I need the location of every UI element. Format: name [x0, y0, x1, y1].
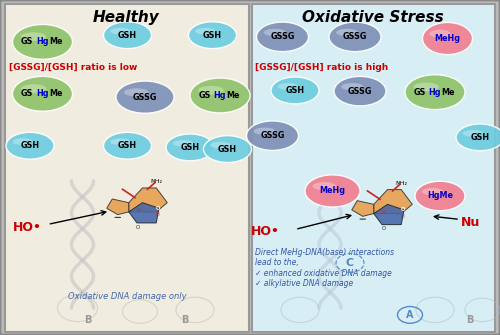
- Polygon shape: [374, 204, 404, 224]
- Text: O: O: [400, 207, 405, 212]
- Text: H: H: [382, 210, 385, 215]
- Text: H: H: [136, 208, 140, 213]
- Text: A: A: [406, 310, 414, 320]
- Text: GSH: GSH: [203, 31, 222, 40]
- Ellipse shape: [198, 86, 224, 94]
- Ellipse shape: [329, 22, 381, 52]
- Ellipse shape: [341, 83, 363, 90]
- Polygon shape: [374, 190, 412, 214]
- Text: O: O: [156, 206, 160, 211]
- Text: HO•: HO•: [250, 225, 280, 238]
- Text: GSSG: GSSG: [260, 131, 284, 140]
- Text: HgMe: HgMe: [427, 192, 453, 200]
- Ellipse shape: [110, 28, 130, 35]
- Text: Oxidative DNA damage only: Oxidative DNA damage only: [68, 292, 187, 301]
- Text: Hg: Hg: [36, 89, 48, 98]
- Text: B: B: [466, 315, 473, 325]
- Ellipse shape: [413, 82, 439, 91]
- Text: C: C: [346, 258, 354, 268]
- Text: GSH: GSH: [470, 133, 490, 142]
- Text: NH₂: NH₂: [150, 179, 162, 184]
- Text: HO•: HO•: [13, 221, 42, 234]
- Ellipse shape: [334, 76, 386, 106]
- Text: Hg: Hg: [214, 91, 226, 100]
- Text: Direct MeHg-DNA(base) interactions: Direct MeHg-DNA(base) interactions: [255, 249, 394, 257]
- Ellipse shape: [264, 29, 286, 36]
- Ellipse shape: [166, 134, 214, 161]
- Ellipse shape: [116, 81, 174, 113]
- Ellipse shape: [12, 76, 72, 111]
- Text: GSH: GSH: [118, 141, 137, 150]
- Text: NH₂: NH₂: [395, 181, 407, 186]
- Ellipse shape: [462, 130, 483, 137]
- Ellipse shape: [188, 22, 236, 49]
- Ellipse shape: [104, 132, 152, 159]
- Ellipse shape: [12, 138, 33, 145]
- Text: Hg: Hg: [36, 38, 48, 46]
- Text: ✓ alkylative DNA damage: ✓ alkylative DNA damage: [255, 279, 353, 287]
- Ellipse shape: [104, 22, 152, 49]
- Text: GSH: GSH: [218, 145, 237, 153]
- Ellipse shape: [12, 24, 72, 59]
- Ellipse shape: [271, 77, 319, 104]
- Ellipse shape: [210, 142, 231, 148]
- Ellipse shape: [422, 22, 472, 55]
- Polygon shape: [128, 203, 159, 223]
- Text: GSSG: GSSG: [133, 93, 157, 102]
- Text: GS: GS: [414, 88, 426, 96]
- Text: Nu: Nu: [460, 216, 479, 229]
- Text: lead to the,: lead to the,: [255, 259, 299, 267]
- FancyBboxPatch shape: [5, 4, 248, 332]
- Text: H: H: [156, 212, 160, 217]
- Polygon shape: [106, 199, 128, 215]
- Ellipse shape: [204, 136, 252, 162]
- Text: ✓ enhanced oxidative DNA damage: ✓ enhanced oxidative DNA damage: [255, 269, 392, 277]
- Ellipse shape: [6, 132, 54, 159]
- Text: Hg: Hg: [428, 88, 441, 96]
- Ellipse shape: [336, 29, 358, 36]
- Text: GSSG: GSSG: [270, 32, 294, 41]
- Ellipse shape: [21, 32, 46, 41]
- Text: B: B: [182, 315, 188, 325]
- Ellipse shape: [256, 22, 308, 52]
- Ellipse shape: [415, 181, 465, 211]
- Text: GSSG: GSSG: [348, 87, 372, 95]
- Text: GS: GS: [21, 89, 34, 98]
- Ellipse shape: [430, 30, 450, 38]
- Text: H: H: [401, 214, 404, 219]
- Text: O: O: [382, 226, 386, 231]
- FancyBboxPatch shape: [252, 4, 495, 332]
- Text: [GSSG]/[GSH] ratio is low: [GSSG]/[GSH] ratio is low: [9, 63, 138, 71]
- Ellipse shape: [405, 75, 465, 110]
- Text: GSSG: GSSG: [343, 32, 367, 41]
- Ellipse shape: [422, 188, 443, 195]
- Ellipse shape: [21, 84, 46, 93]
- Ellipse shape: [124, 88, 148, 96]
- Polygon shape: [352, 201, 374, 216]
- Ellipse shape: [246, 121, 298, 150]
- Text: GSH: GSH: [20, 141, 40, 150]
- Polygon shape: [128, 188, 167, 212]
- Ellipse shape: [172, 140, 193, 147]
- Text: B: B: [84, 315, 91, 325]
- Text: Me: Me: [442, 88, 455, 96]
- Text: Me: Me: [49, 89, 62, 98]
- Ellipse shape: [110, 138, 130, 145]
- Text: Me: Me: [49, 38, 62, 46]
- Ellipse shape: [195, 28, 216, 35]
- Ellipse shape: [312, 182, 336, 190]
- Text: Me: Me: [226, 91, 240, 100]
- Text: GSH: GSH: [286, 86, 304, 95]
- Text: [GSSG]/[GSH] ratio is high: [GSSG]/[GSH] ratio is high: [255, 63, 388, 71]
- Text: MeHg: MeHg: [320, 187, 345, 195]
- Text: GSH: GSH: [118, 31, 137, 40]
- Text: GS: GS: [21, 38, 34, 46]
- Ellipse shape: [190, 78, 250, 113]
- Ellipse shape: [305, 175, 360, 207]
- Text: GS: GS: [198, 91, 211, 100]
- Text: Oxidative Stress: Oxidative Stress: [302, 10, 444, 25]
- Ellipse shape: [254, 128, 276, 135]
- Ellipse shape: [278, 83, 298, 90]
- Ellipse shape: [456, 124, 500, 151]
